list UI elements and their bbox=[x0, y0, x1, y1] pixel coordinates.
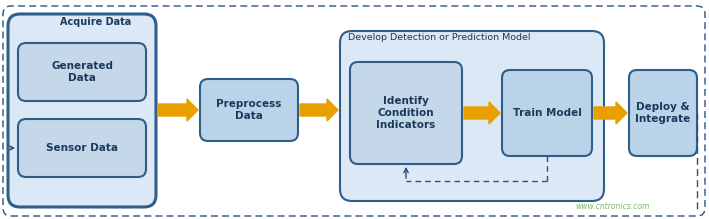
FancyBboxPatch shape bbox=[629, 70, 697, 156]
FancyBboxPatch shape bbox=[18, 119, 146, 177]
Text: Train Model: Train Model bbox=[513, 108, 581, 118]
FancyBboxPatch shape bbox=[350, 62, 462, 164]
Polygon shape bbox=[464, 102, 500, 124]
FancyBboxPatch shape bbox=[8, 14, 156, 207]
Polygon shape bbox=[158, 99, 198, 121]
Text: Preprocess
Data: Preprocess Data bbox=[216, 99, 281, 121]
FancyBboxPatch shape bbox=[3, 6, 705, 216]
FancyBboxPatch shape bbox=[200, 79, 298, 141]
Text: www.cntronics.com: www.cntronics.com bbox=[575, 202, 649, 211]
Text: Acquire Data: Acquire Data bbox=[60, 17, 131, 27]
FancyBboxPatch shape bbox=[502, 70, 592, 156]
Polygon shape bbox=[594, 102, 627, 124]
Polygon shape bbox=[300, 99, 338, 121]
Text: Generated
Data: Generated Data bbox=[51, 61, 113, 83]
Text: Develop Detection or Prediction Model: Develop Detection or Prediction Model bbox=[348, 34, 530, 42]
Text: Sensor Data: Sensor Data bbox=[46, 143, 118, 153]
Text: Identify
Condition
Indicators: Identify Condition Indicators bbox=[376, 96, 435, 130]
FancyBboxPatch shape bbox=[18, 43, 146, 101]
Text: Deploy &
Integrate: Deploy & Integrate bbox=[635, 102, 691, 124]
FancyBboxPatch shape bbox=[340, 31, 604, 201]
